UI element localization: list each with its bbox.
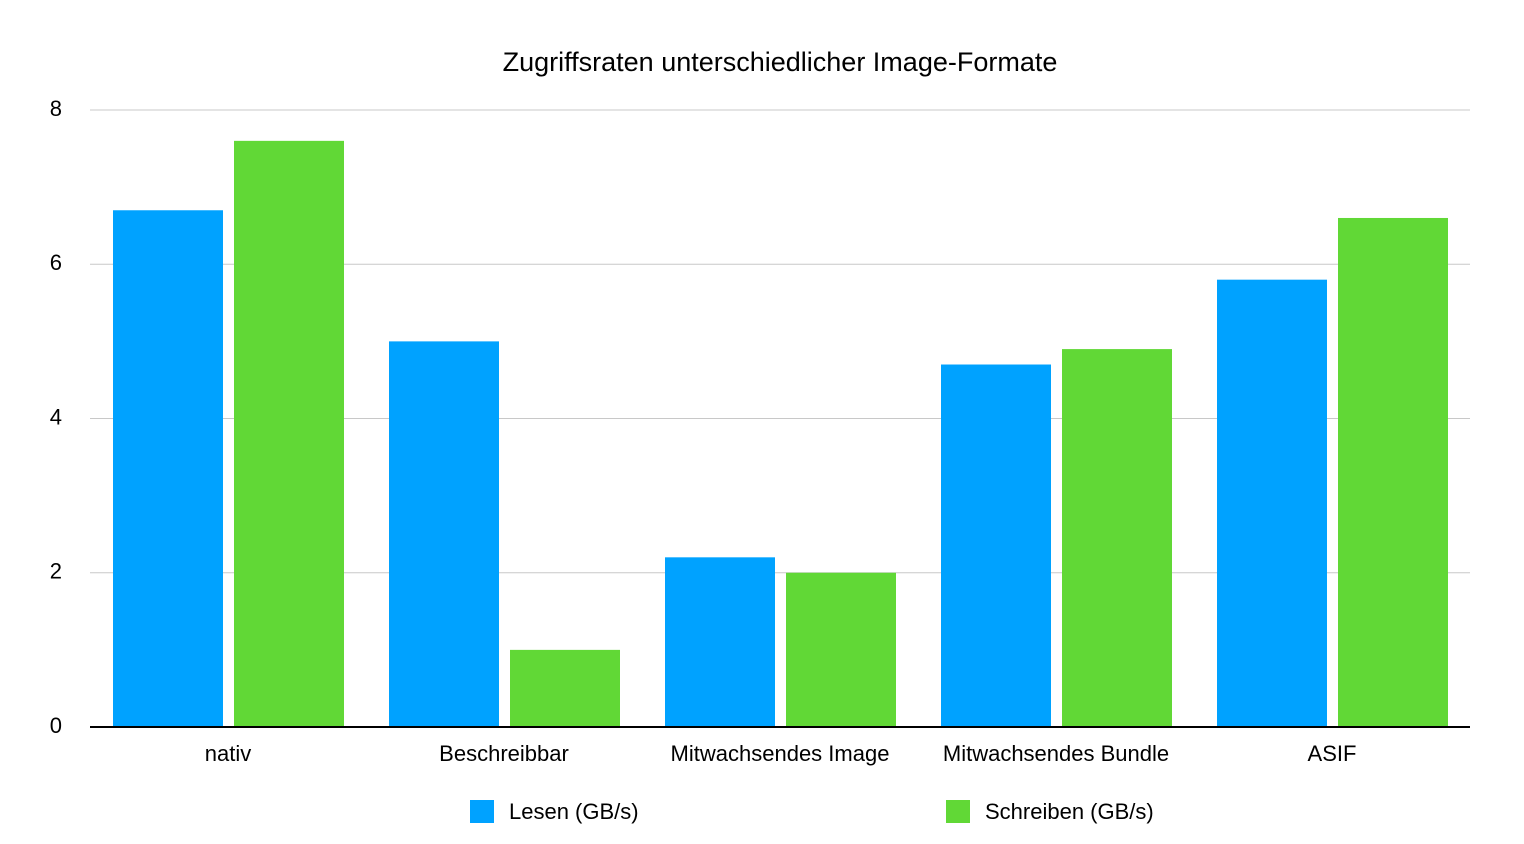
chart-title: Zugriffsraten unterschiedlicher Image-Fo…: [503, 47, 1058, 77]
y-tick-label: 0: [50, 713, 62, 738]
legend-swatch: [470, 800, 494, 823]
y-tick-label: 4: [50, 404, 62, 429]
x-tick-label: Mitwachsendes Image: [671, 741, 890, 766]
bar: [1062, 349, 1172, 727]
bar: [510, 649, 620, 727]
legend-swatch: [946, 800, 970, 823]
bar: [941, 364, 1051, 727]
y-tick-label: 8: [50, 96, 62, 121]
bar: [234, 140, 344, 728]
bar: [1217, 279, 1327, 727]
bar: [1338, 217, 1448, 727]
legend-label: Schreiben (GB/s): [985, 799, 1154, 824]
legend-label: Lesen (GB/s): [509, 799, 639, 824]
bar: [389, 341, 499, 727]
bar: [665, 557, 775, 727]
x-tick-label: Beschreibbar: [439, 741, 569, 766]
x-tick-label: ASIF: [1308, 741, 1357, 766]
y-tick-label: 2: [50, 559, 62, 584]
x-tick-label: nativ: [205, 741, 251, 766]
bar: [786, 572, 896, 727]
y-tick-label: 6: [50, 250, 62, 275]
x-tick-label: Mitwachsendes Bundle: [943, 741, 1169, 766]
bar: [113, 210, 223, 727]
